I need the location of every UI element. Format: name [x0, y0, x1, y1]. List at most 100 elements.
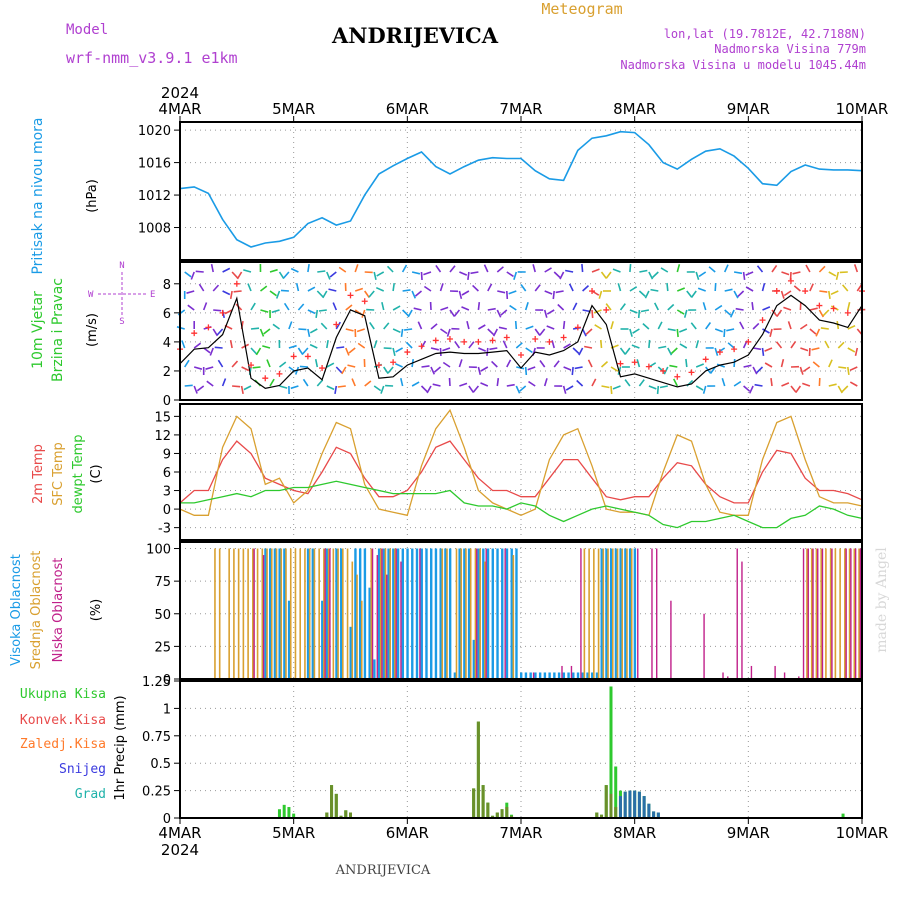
meteogram-title: Meteogram: [541, 0, 622, 18]
wind-barb: [525, 325, 534, 330]
top-date-label: 8MAR: [613, 100, 656, 118]
wind-barb: [743, 385, 751, 392]
precip-legend: Ukupna Kisa Konvek.Kisa Zaledj.Kisa Snijeg G…: [20, 687, 106, 802]
cloud-mid-bar: [384, 548, 387, 679]
cloud-high-bar: [396, 548, 400, 679]
wind-barb: [467, 271, 470, 281]
wind-barb: [642, 323, 650, 330]
precip-legend-item: Grad: [75, 787, 106, 802]
cloud-high-bar: [430, 548, 433, 679]
wind-barb: [492, 328, 499, 337]
wind-barb: [213, 309, 222, 312]
wind-gust-marker: [844, 309, 851, 316]
cloud-high-bar: [520, 672, 523, 679]
wind-barb: [314, 359, 319, 368]
wind-barb: [799, 323, 808, 330]
precip-convective-bar: [505, 807, 509, 818]
wind-barb: [629, 263, 632, 273]
precip-convective-bar: [500, 809, 504, 818]
wind-barb: [836, 320, 840, 330]
cloud-high-bar: [368, 587, 371, 679]
wind-barb: [756, 265, 764, 273]
cloud-mid-bar: [611, 548, 614, 679]
wind-gust-marker: [347, 292, 354, 299]
y-tick-label: 100: [146, 543, 171, 558]
wind-barb: [776, 309, 783, 318]
wind-barb: [403, 328, 413, 331]
wind-barb: [578, 347, 584, 356]
top-date-label: 7MAR: [499, 100, 542, 118]
altitude-text: Nadmorska Visina 779m: [714, 42, 866, 56]
wind-barb: [770, 377, 773, 387]
cloud-high-bar: [283, 548, 286, 679]
cloud-mid-bar: [379, 548, 382, 679]
wind-gust-marker: [418, 343, 425, 350]
wind-barb: [819, 290, 828, 293]
cloud-mid-bar: [810, 548, 813, 679]
cloud-high-bar: [387, 548, 390, 679]
cloud-mid-bar: [848, 548, 851, 679]
wind-barb: [594, 324, 602, 330]
wind-barb: [407, 309, 413, 318]
cloud-mid-bar: [626, 548, 628, 679]
panel-frame: [179, 403, 863, 541]
cloud-mid-bar: [460, 548, 463, 679]
wind-barb: [727, 342, 735, 349]
wind-gust-marker: [773, 288, 780, 295]
cloud-mid-bar: [455, 548, 458, 679]
wind-barb: [480, 382, 489, 387]
wind-barb: [683, 309, 688, 318]
wind-barb: [514, 320, 518, 330]
wind-barb: [690, 322, 697, 330]
wind-barb: [458, 290, 463, 299]
lonlat-text: lon,lat (19.7812E, 42.7188N): [664, 27, 866, 41]
cloud-mid-bar: [630, 548, 633, 679]
cloud-high-bar: [609, 548, 613, 679]
wind-barb: [849, 381, 858, 387]
wind-barb: [644, 290, 650, 299]
wind-barb: [660, 267, 669, 273]
wind-barb: [729, 309, 735, 318]
wind-gust-marker: [375, 362, 382, 369]
wind-barb: [487, 328, 495, 336]
wind-barb: [472, 284, 479, 292]
wind-barb: [316, 379, 324, 387]
cloud-low-bar: [329, 548, 331, 679]
precip-total-bar: [292, 813, 296, 818]
cloud-unit: (%): [89, 599, 104, 622]
cloud-high-bar: [335, 548, 338, 679]
wind-barb: [500, 309, 508, 316]
wind-barb: [544, 290, 553, 295]
wind-barb: [802, 366, 811, 373]
cloud-mid-bar: [256, 548, 259, 679]
precip-total-bar: [287, 807, 291, 818]
cloud-mid-bar: [285, 548, 287, 679]
cloud-low-bar: [750, 665, 753, 679]
wind-barb: [506, 359, 512, 368]
temp-title-2m: 2m Temp: [31, 444, 46, 504]
wind-barb: [539, 360, 546, 368]
wind-barb: [217, 359, 224, 368]
cloud-high-bar: [472, 639, 476, 679]
cloud-mid-bar: [844, 548, 846, 679]
cloud-mid-bar: [261, 548, 264, 679]
wind-barb: [666, 282, 669, 292]
wind-barb: [572, 347, 580, 355]
wind-barb: [795, 385, 802, 394]
precip-total-bar: [282, 804, 286, 818]
wind-gust-marker: [233, 280, 240, 287]
cloud-low-bar: [774, 665, 776, 679]
wind-gust-marker: [475, 338, 482, 345]
wind-barb: [520, 284, 527, 292]
cloud-high-bar: [572, 672, 575, 679]
temp-sfc-line: [179, 408, 863, 517]
wind-barb: [454, 340, 461, 349]
wind-barb: [480, 366, 489, 372]
wind-barb: [328, 288, 337, 292]
wind-barb: [288, 344, 297, 349]
y-tick-label: 0.5: [150, 757, 171, 772]
wind-barb: [302, 347, 309, 355]
cloud-high-bar: [458, 548, 461, 679]
cloud-mid-bar: [839, 548, 841, 679]
wind-barb: [591, 378, 597, 387]
